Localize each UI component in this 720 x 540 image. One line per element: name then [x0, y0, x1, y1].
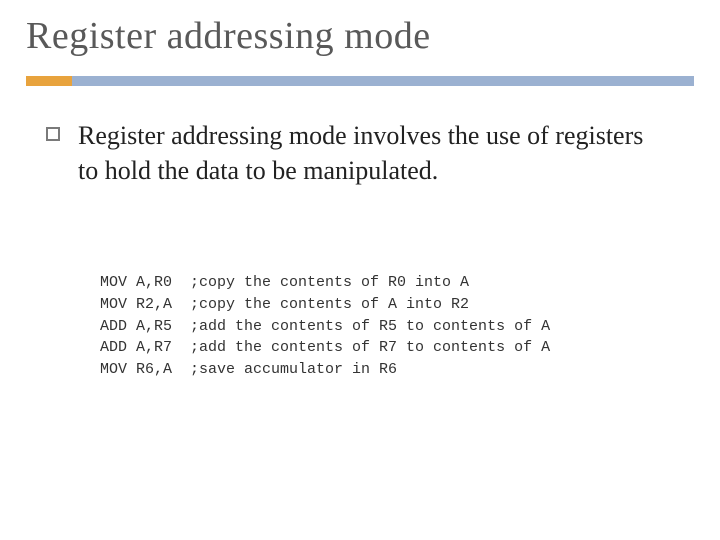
- body-area: Register addressing mode involves the us…: [46, 118, 660, 188]
- underline-accent: [26, 76, 72, 86]
- slide-title: Register addressing mode: [26, 14, 431, 58]
- title-underline: [26, 76, 694, 86]
- square-bullet-icon: [46, 127, 60, 141]
- underline-main: [72, 76, 694, 86]
- code-block: MOV A,R0 ;copy the contents of R0 into A…: [100, 272, 550, 381]
- bullet-row: Register addressing mode involves the us…: [46, 118, 660, 188]
- bullet-text: Register addressing mode involves the us…: [78, 118, 660, 188]
- slide: Register addressing mode Register addres…: [0, 0, 720, 540]
